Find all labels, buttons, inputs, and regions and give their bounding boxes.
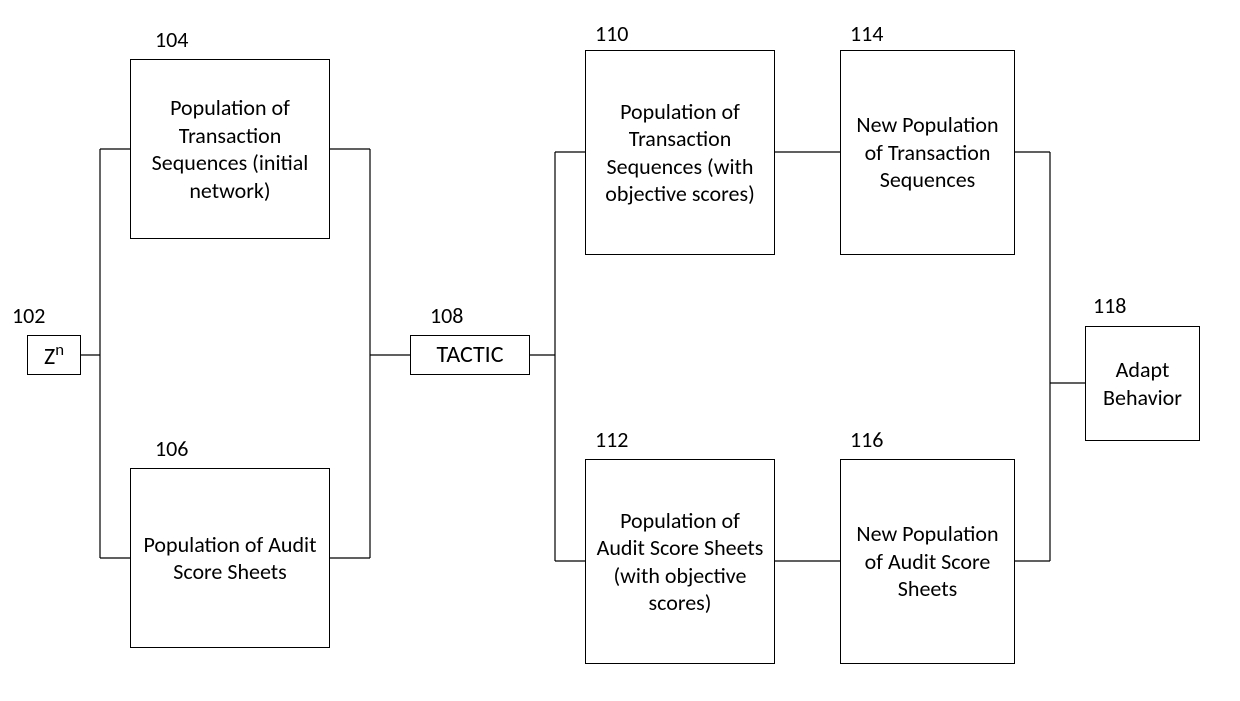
ref-label-106: 106 bbox=[155, 435, 188, 462]
node-zn-text: Zn bbox=[44, 339, 64, 372]
node-new-pop-audit: New Population of Audit Score Sheets bbox=[840, 459, 1015, 664]
ref-label-118: 118 bbox=[1093, 292, 1126, 319]
node-118-text: Adapt Behavior bbox=[1096, 356, 1189, 411]
node-pop-audit-scored: Population of Audit Score Sheets (with o… bbox=[585, 459, 775, 664]
ref-label-116: 116 bbox=[850, 426, 883, 453]
node-108-text: TACTIC bbox=[437, 340, 504, 370]
node-104-text: Population of Transaction Sequences (ini… bbox=[141, 94, 319, 204]
node-pop-audit: Population of Audit Score Sheets bbox=[130, 468, 330, 648]
node-pop-trans-initial: Population of Transaction Sequences (ini… bbox=[130, 59, 330, 239]
ref-label-108: 108 bbox=[430, 302, 463, 329]
node-114-text: New Population of Transaction Sequences bbox=[851, 111, 1004, 194]
ref-label-102: 102 bbox=[12, 302, 45, 329]
diagram-canvas: Zn Population of Transaction Sequences (… bbox=[0, 0, 1240, 701]
node-112-text: Population of Audit Score Sheets (with o… bbox=[596, 507, 764, 617]
ref-label-104: 104 bbox=[155, 26, 188, 53]
node-pop-trans-scored: Population of Transaction Sequences (wit… bbox=[585, 50, 775, 255]
node-new-pop-trans: New Population of Transaction Sequences bbox=[840, 50, 1015, 255]
ref-label-114: 114 bbox=[850, 20, 883, 47]
node-adapt-behavior: Adapt Behavior bbox=[1085, 326, 1200, 441]
node-tactic: TACTIC bbox=[410, 335, 530, 375]
node-zn: Zn bbox=[27, 335, 81, 375]
node-116-text: New Population of Audit Score Sheets bbox=[851, 520, 1004, 603]
node-110-text: Population of Transaction Sequences (wit… bbox=[596, 98, 764, 208]
ref-label-112: 112 bbox=[595, 426, 628, 453]
node-106-text: Population of Audit Score Sheets bbox=[141, 531, 319, 586]
ref-label-110: 110 bbox=[595, 20, 628, 47]
